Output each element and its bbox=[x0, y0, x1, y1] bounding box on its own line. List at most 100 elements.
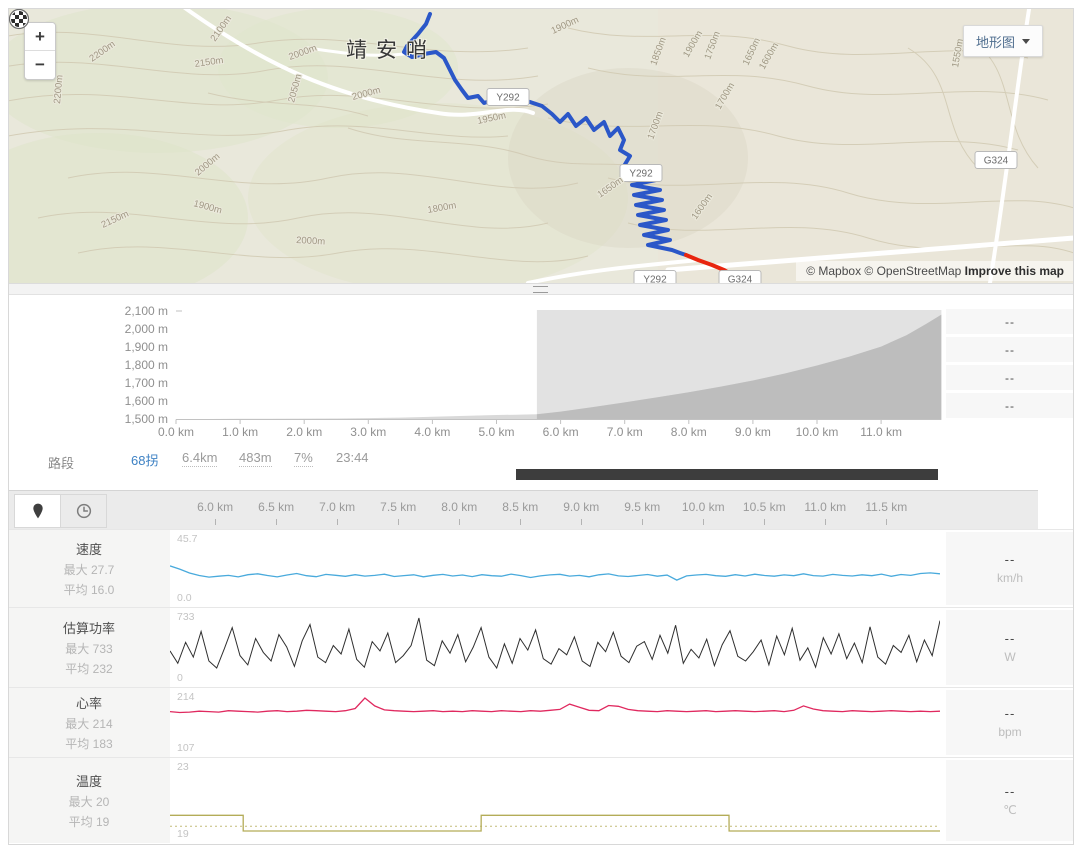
elevation-x-tick: 11.0 km bbox=[860, 425, 902, 439]
y-axis-max: 45.7 bbox=[177, 533, 198, 545]
heart-rate-plot[interactable]: 214 107 bbox=[170, 688, 940, 757]
elevation-x-tick: 3.0 km bbox=[350, 425, 386, 439]
temp-chart bbox=[170, 814, 940, 832]
chart-avg-stat: 平均 16.0 bbox=[63, 583, 115, 597]
map-layer-button[interactable]: 地形图 bbox=[963, 25, 1043, 57]
toolbar-x-tick: 11.0 km bbox=[804, 500, 847, 514]
heart-rate-chart-row: 心率 最大 214 平均 183 214 107 -- bpm bbox=[8, 687, 1074, 757]
elevation-chart-section[interactable]: 2,100 m 2,000 m 1,900 m 1,800 m 1,700 m 1,600… bbox=[8, 295, 1074, 445]
speed-plot[interactable]: 45.7 0.0 bbox=[170, 530, 940, 607]
distance-mode-button[interactable] bbox=[14, 494, 61, 528]
speed-chart-row: 速度 最大 27.7 平均 16.0 45.7 0.0 -- km/h bbox=[8, 529, 1074, 607]
elevation-x-tick: 6.0 km bbox=[543, 425, 579, 439]
toolbar-tick-mark bbox=[886, 519, 888, 525]
chart-max-stat: 最大 214 bbox=[65, 717, 113, 731]
toolbar-x-tick: 9.5 km bbox=[624, 500, 661, 514]
resize-divider[interactable] bbox=[8, 283, 1074, 295]
y-axis-min: 19 bbox=[177, 828, 189, 840]
contour-label: 2200m bbox=[52, 74, 65, 104]
time-mode-button[interactable] bbox=[60, 494, 107, 528]
toolbar-tick-mark bbox=[215, 519, 217, 525]
elevation-x-tick: 2.0 km bbox=[286, 425, 322, 439]
layer-button-label: 地形图 bbox=[975, 34, 1015, 50]
temperature-plot[interactable]: 23 19 bbox=[170, 758, 940, 843]
temp-line bbox=[170, 814, 940, 832]
attribution-text: © Mapbox © OpenStreetMap bbox=[806, 264, 962, 278]
toolbar-x-tick: 6.5 km bbox=[258, 500, 295, 514]
toolbar-tick-mark bbox=[703, 519, 705, 525]
elevation-y-tick: 2,100 m bbox=[125, 304, 168, 318]
chart-avg-stat: 平均 19 bbox=[68, 815, 110, 829]
y-axis-min: 0.0 bbox=[177, 592, 192, 604]
power-value-panel: -- W bbox=[946, 610, 1074, 685]
y-axis-min: 0 bbox=[177, 672, 183, 684]
chart-avg-stat: 平均 183 bbox=[65, 737, 113, 751]
temperature-value-panel: -- ℃ bbox=[946, 760, 1074, 841]
elevation-x-tick: 7.0 km bbox=[607, 425, 643, 439]
road-shield: G324 bbox=[974, 151, 1018, 169]
toolbar-tick-mark bbox=[337, 519, 339, 525]
road-shield: Y292 bbox=[486, 88, 530, 106]
zoom-in-button[interactable]: + bbox=[25, 23, 55, 51]
elevation-stat-placeholder: -- bbox=[946, 309, 1074, 334]
power-label-panel: 估算功率 最大 733 平均 232 bbox=[8, 608, 170, 687]
improve-map-link[interactable]: Improve this map bbox=[964, 264, 1064, 278]
elevation-y-tick: 2,000 m bbox=[125, 322, 168, 336]
chart-title: 估算功率 bbox=[62, 621, 115, 636]
elevation-chart: 2,100 m 2,000 m 1,900 m 1,800 m 1,700 m 1,600… bbox=[125, 304, 942, 439]
toolbar-tick-mark bbox=[825, 519, 827, 525]
segment-elevation-gain: 483m bbox=[239, 450, 272, 467]
y-axis-max: 733 bbox=[177, 611, 195, 623]
toolbar-x-tick: 6.0 km bbox=[197, 500, 234, 514]
road-shield: G324 bbox=[718, 270, 762, 283]
toolbar-x-tick: 11.5 km bbox=[865, 500, 908, 514]
toolbar-x-tick: 8.0 km bbox=[441, 500, 478, 514]
toolbar-tick-mark bbox=[581, 519, 583, 525]
elevation-stat-placeholder: -- bbox=[946, 393, 1074, 418]
zoom-out-button[interactable]: − bbox=[25, 51, 55, 79]
segments-section-label: 路段 bbox=[48, 456, 75, 471]
elevation-y-tick: 1,800 m bbox=[125, 358, 168, 372]
toolbar-x-tick: 10.5 km bbox=[742, 500, 786, 514]
toolbar-tick-mark bbox=[520, 519, 522, 525]
speed-line bbox=[170, 565, 940, 581]
map-section[interactable]: Y292 Y292 G324 Y292 G324 2100m 2200m 2150m 2200… bbox=[8, 8, 1074, 283]
chart-max-stat: 最大 733 bbox=[65, 642, 113, 656]
y-axis-max: 214 bbox=[177, 691, 195, 703]
elevation-x-tick: 0.0 km bbox=[158, 425, 194, 439]
elevation-x-tick: 10.0 km bbox=[796, 425, 839, 439]
hr-line bbox=[170, 697, 940, 714]
heart-rate-label-panel: 心率 最大 214 平均 183 bbox=[8, 688, 170, 757]
elevation-stat-placeholder: -- bbox=[946, 365, 1074, 390]
chart-avg-stat: 平均 232 bbox=[65, 662, 113, 676]
toolbar-tick-mark bbox=[276, 519, 278, 525]
contour-label: 2150m bbox=[194, 55, 224, 70]
segment-grade: 7% bbox=[294, 450, 313, 467]
chevron-down-icon bbox=[1022, 38, 1030, 44]
chart-mode-buttons bbox=[14, 494, 107, 528]
power-plot[interactable]: 733 0 bbox=[170, 608, 940, 687]
road-shield: Y292 bbox=[633, 270, 677, 284]
toolbar-tick-mark bbox=[764, 519, 766, 525]
chart-title: 心率 bbox=[75, 696, 102, 711]
map-pin-icon bbox=[32, 503, 43, 519]
svg-text:Y292: Y292 bbox=[643, 275, 667, 284]
contour-lines bbox=[8, 27, 1074, 263]
temperature-label-panel: 温度 最大 20 平均 19 bbox=[8, 758, 170, 843]
segment-extent-bar bbox=[516, 469, 938, 480]
elevation-y-tick: 1,500 m bbox=[125, 412, 168, 426]
y-axis-max: 23 bbox=[177, 761, 189, 773]
segment-distance: 6.4km bbox=[182, 450, 218, 467]
segments-row: 路段 68拐 6.4km 483m 7% 23:44 bbox=[8, 445, 1074, 490]
grip-icon bbox=[533, 286, 548, 293]
route-line bbox=[402, 12, 688, 257]
toolbar-tick-mark bbox=[642, 519, 644, 525]
segment-name-link[interactable]: 68拐 bbox=[131, 453, 159, 468]
elevation-stat-placeholder: -- bbox=[946, 337, 1074, 362]
map-zoom-controls: + − bbox=[24, 22, 56, 80]
chart-title: 温度 bbox=[75, 774, 102, 789]
svg-text:G324: G324 bbox=[984, 156, 1009, 167]
road-shield: Y292 bbox=[619, 164, 663, 182]
chart-title: 速度 bbox=[75, 542, 102, 557]
